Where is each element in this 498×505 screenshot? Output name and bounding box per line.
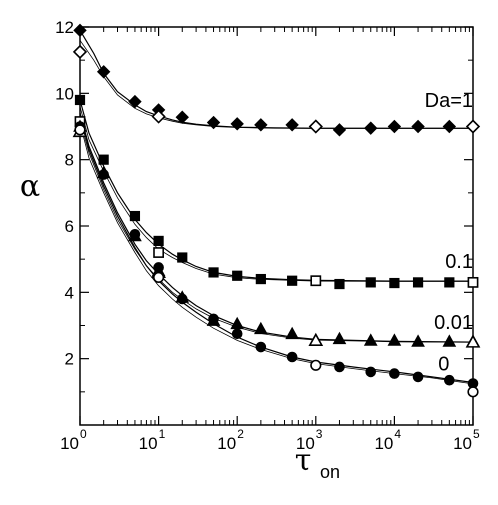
circle-filled-point <box>412 371 424 383</box>
x-tick-label-exponent: 5 <box>473 427 480 441</box>
x-tick-label-base: 10 <box>217 434 236 453</box>
x-tick-label-base: 10 <box>139 434 158 453</box>
series-label: 0.1 <box>445 251 473 273</box>
x-axis-label: τ <box>295 443 312 478</box>
diamond-filled-point <box>332 123 347 137</box>
square-filled-point <box>365 277 376 288</box>
diamond-filled-point <box>96 65 111 79</box>
square-filled-point <box>129 210 141 222</box>
square-open-point <box>467 276 479 288</box>
circle-open-point <box>153 271 165 284</box>
diamond-filled-point <box>128 94 142 109</box>
y-tick-label: 10 <box>55 84 74 103</box>
x-axis-label-subscript: on <box>320 462 340 482</box>
x-tick-label-exponent: 3 <box>316 427 323 441</box>
square-filled-point <box>153 235 164 247</box>
circle-filled-point <box>153 262 164 273</box>
x-tick-label-exponent: 4 <box>394 427 401 441</box>
triangle-filled-point <box>332 331 347 345</box>
circle-open-point <box>467 386 479 398</box>
y-tick-label: 4 <box>65 283 74 302</box>
plot-frame <box>79 26 474 426</box>
square-filled-point <box>287 275 298 286</box>
diamond-filled-point <box>442 119 457 134</box>
triangle-filled-point <box>254 321 268 335</box>
x-tick-label-base: 10 <box>60 434 79 453</box>
circle-filled-point <box>231 328 243 340</box>
y-tick-label: 6 <box>65 217 74 236</box>
diamond-open-point <box>151 109 166 124</box>
triangle-filled-point <box>387 333 402 346</box>
square-filled-point <box>334 278 345 290</box>
square-open-point <box>153 247 164 258</box>
x-tick-label-base: 10 <box>374 434 393 453</box>
diamond-open-point <box>72 44 88 60</box>
circle-filled-point <box>444 374 455 386</box>
square-filled-point <box>255 273 266 285</box>
circle-filled-point <box>129 228 141 240</box>
circle-open-point <box>74 124 86 136</box>
circle-filled-point <box>365 366 377 378</box>
triangle-open-point <box>308 332 324 347</box>
curve-series-0-0 <box>79 29 473 129</box>
diamond-filled-point <box>285 118 299 132</box>
curve-series-3-0 <box>79 113 474 384</box>
circle-filled-point <box>208 313 219 325</box>
triangle-open-point <box>465 334 481 348</box>
square-filled-point <box>412 277 424 288</box>
square-open-point <box>310 275 322 287</box>
y-tick-label: 8 <box>65 151 74 170</box>
diamond-open-point <box>308 119 323 134</box>
x-tick-label-base: 10 <box>296 434 315 453</box>
square-filled-point <box>208 267 219 278</box>
diamond-filled-point <box>364 121 378 135</box>
data-markers <box>72 23 481 398</box>
triangle-filled-point <box>442 334 457 347</box>
square-filled-point <box>389 277 400 289</box>
circle-filled-point <box>255 341 267 353</box>
y-tick-label: 12 <box>55 18 74 37</box>
diamond-filled-point <box>230 117 244 131</box>
y-axis-label: α <box>20 169 40 204</box>
square-filled-point <box>177 252 188 263</box>
diamond-filled-point <box>254 118 268 132</box>
curve-series-3-1 <box>79 123 474 385</box>
square-filled-point <box>98 154 109 165</box>
diamond-filled-point <box>387 119 402 134</box>
curve-series-2-0 <box>79 113 474 343</box>
x-tick-label-exponent: 2 <box>237 427 244 441</box>
series-labels: Da=1 0.1 0.01 0 <box>425 90 473 376</box>
triangle-filled-point <box>411 334 425 347</box>
x-tick-label-base: 10 <box>453 434 472 453</box>
x-axis-title: τ on <box>295 443 340 482</box>
circle-filled-point <box>176 293 188 305</box>
series-label: Da=1 <box>425 90 473 112</box>
x-tick-label-exponent: 0 <box>80 427 87 441</box>
fitted-curves <box>79 29 474 385</box>
square-filled-point <box>444 277 455 288</box>
x-tick-label-exponent: 1 <box>159 427 166 441</box>
triangle-filled-point <box>285 326 299 340</box>
circle-filled-point <box>286 351 298 363</box>
diamond-open-point <box>465 119 481 134</box>
square-filled-point <box>74 94 86 106</box>
circle-open-point <box>310 359 322 371</box>
circle-filled-point <box>334 361 345 373</box>
y-tick-label: 2 <box>65 350 74 369</box>
series-label: 0 <box>438 354 449 376</box>
triangle-filled-point <box>363 333 378 346</box>
circle-filled-point <box>98 169 109 180</box>
diamond-filled-point <box>175 110 189 124</box>
diamond-filled-point <box>411 119 425 134</box>
diamond-filled-point <box>206 115 221 130</box>
curve-series-0-1 <box>79 40 473 129</box>
square-filled-point <box>232 270 243 281</box>
series-label: 0.01 <box>434 312 473 334</box>
circle-filled-point <box>389 368 400 379</box>
diamond-filled-point <box>73 23 87 38</box>
